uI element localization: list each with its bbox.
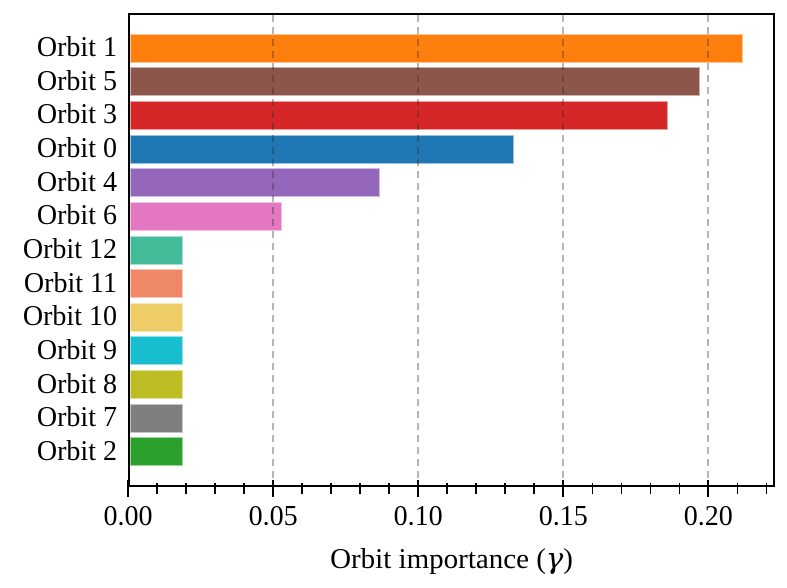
x-minor-tick xyxy=(301,483,303,494)
gridline-0.15 xyxy=(562,15,565,485)
x-tick-label-0.15: 0.15 xyxy=(538,501,588,532)
bar-orbit-3 xyxy=(130,100,668,130)
x-minor-tick xyxy=(185,483,187,494)
x-minor-tick xyxy=(765,483,767,494)
bar-orbit-6 xyxy=(130,201,282,231)
bar-orbit-7 xyxy=(130,403,184,433)
bar-orbit-10 xyxy=(130,302,184,332)
y-tick-label-orbit-10: Orbit 10 xyxy=(22,301,117,333)
y-tick-label-orbit-3: Orbit 3 xyxy=(36,99,117,131)
x-minor-tick xyxy=(359,483,361,494)
y-tick-label-orbit-8: Orbit 8 xyxy=(36,368,117,400)
bar-orbit-8 xyxy=(130,370,184,400)
y-tick-label-orbit-9: Orbit 9 xyxy=(36,334,117,366)
x-axis-title-close: ) xyxy=(563,543,573,575)
y-tick-label-orbit-5: Orbit 5 xyxy=(36,65,117,97)
x-major-tick-0.00 xyxy=(127,480,129,497)
x-minor-tick xyxy=(446,483,448,494)
bar-orbit-4 xyxy=(130,168,381,198)
y-tick-label-orbit-1: Orbit 1 xyxy=(36,32,117,63)
gamma-symbol: γ xyxy=(545,541,564,575)
bar-orbit-1 xyxy=(130,33,744,63)
x-minor-tick xyxy=(649,483,651,494)
gridline-0.05 xyxy=(272,15,275,485)
bar-orbit-5 xyxy=(130,67,700,97)
bar-orbit-12 xyxy=(130,235,184,265)
x-minor-tick xyxy=(591,483,593,494)
x-minor-tick xyxy=(504,483,506,494)
y-tick-label-orbit-4: Orbit 4 xyxy=(36,166,117,198)
bar-orbit-9 xyxy=(130,336,184,366)
x-tick-label-0.20: 0.20 xyxy=(683,501,733,532)
x-major-tick-0.05 xyxy=(272,480,275,497)
x-major-tick-0.10 xyxy=(417,480,420,497)
x-minor-tick xyxy=(156,483,158,494)
x-minor-tick xyxy=(243,483,245,494)
y-tick-label-orbit-6: Orbit 6 xyxy=(36,200,117,232)
x-minor-tick xyxy=(330,483,332,494)
x-minor-tick xyxy=(388,483,390,494)
x-major-tick-0.20 xyxy=(707,480,710,497)
y-tick-label-orbit-2: Orbit 2 xyxy=(36,435,117,467)
y-tick-label-orbit-11: Orbit 11 xyxy=(23,267,117,299)
x-minor-tick xyxy=(475,483,477,494)
x-axis-title: Orbit importance (γ) xyxy=(128,541,775,576)
x-tick-label-0.05: 0.05 xyxy=(248,501,298,532)
x-minor-tick xyxy=(678,483,680,494)
x-tick-label-0.00: 0.00 xyxy=(103,501,153,532)
bar-orbit-0 xyxy=(130,134,514,164)
x-tick-label-0.10: 0.10 xyxy=(393,501,443,532)
x-major-tick-0.15 xyxy=(562,480,565,497)
gridline-0.2 xyxy=(707,15,710,485)
x-minor-tick xyxy=(533,483,535,494)
y-tick-label-orbit-12: Orbit 12 xyxy=(22,234,117,265)
plot-area xyxy=(128,13,775,487)
gridline-0.1 xyxy=(417,15,420,485)
y-tick-label-orbit-7: Orbit 7 xyxy=(36,402,117,434)
x-axis-title-text: Orbit importance ( xyxy=(330,543,546,575)
bar-orbit-2 xyxy=(130,437,184,467)
x-minor-tick xyxy=(736,483,738,494)
bar-orbit-11 xyxy=(130,269,184,299)
x-minor-tick xyxy=(620,483,622,494)
x-minor-tick xyxy=(214,483,216,494)
y-tick-label-orbit-0: Orbit 0 xyxy=(36,133,117,164)
